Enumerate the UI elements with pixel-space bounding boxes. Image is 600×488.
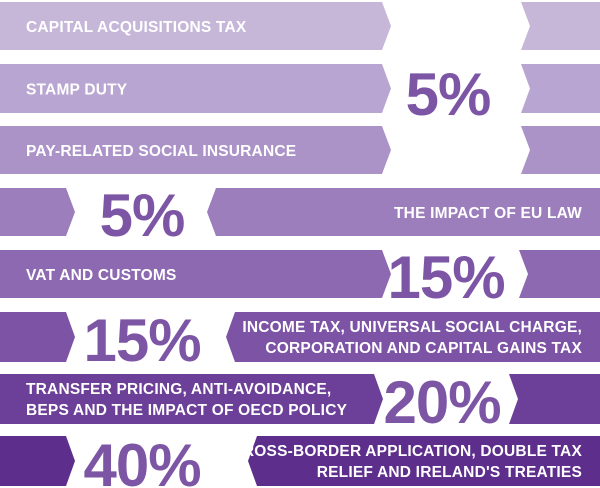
row-label-8: CROSS-BORDER APPLICATION, DOUBLE TAX RELI… — [231, 443, 582, 481]
row-label-6: INCOME TAX, UNIVERSAL SOCIAL CHARGE, CORP… — [242, 319, 582, 357]
end-cap-5 — [519, 250, 600, 298]
row-label-3: PAY-RELATED SOCIAL INSURANCE — [26, 143, 296, 160]
end-cap-6 — [0, 312, 75, 362]
end-cap-4 — [0, 188, 75, 236]
end-cap-2 — [521, 64, 600, 113]
end-cap-3 — [521, 126, 600, 174]
row-label-2: STAMP DUTY — [26, 82, 128, 99]
row-label-4: THE IMPACT OF EU LAW — [394, 205, 582, 222]
label-band-8 — [248, 436, 600, 486]
percent-label-1: 5% — [406, 61, 491, 128]
percent-label-5: 20% — [383, 369, 500, 436]
label-band-6 — [226, 312, 600, 362]
label-band-3 — [0, 126, 391, 174]
row-label-5: VAT AND CUSTOMS — [26, 267, 177, 284]
percent-label-2: 5% — [100, 182, 185, 249]
label-band-2 — [0, 64, 391, 113]
row-label-1: CAPITAL ACQUISITIONS TAX — [26, 19, 247, 36]
percent-label-6: 40% — [83, 432, 200, 488]
end-cap-8 — [0, 436, 75, 486]
end-cap-7 — [509, 374, 600, 424]
label-band-7 — [0, 374, 383, 424]
percent-label-4: 15% — [83, 307, 200, 374]
percent-label-3: 15% — [387, 244, 504, 311]
label-band-5 — [0, 250, 391, 298]
end-cap-1 — [521, 2, 600, 50]
label-band-4 — [207, 188, 600, 236]
label-band-1 — [0, 2, 391, 50]
row-label-7: TRANSFER PRICING, ANTI-AVOIDANCE, BEPS AN… — [26, 381, 348, 419]
